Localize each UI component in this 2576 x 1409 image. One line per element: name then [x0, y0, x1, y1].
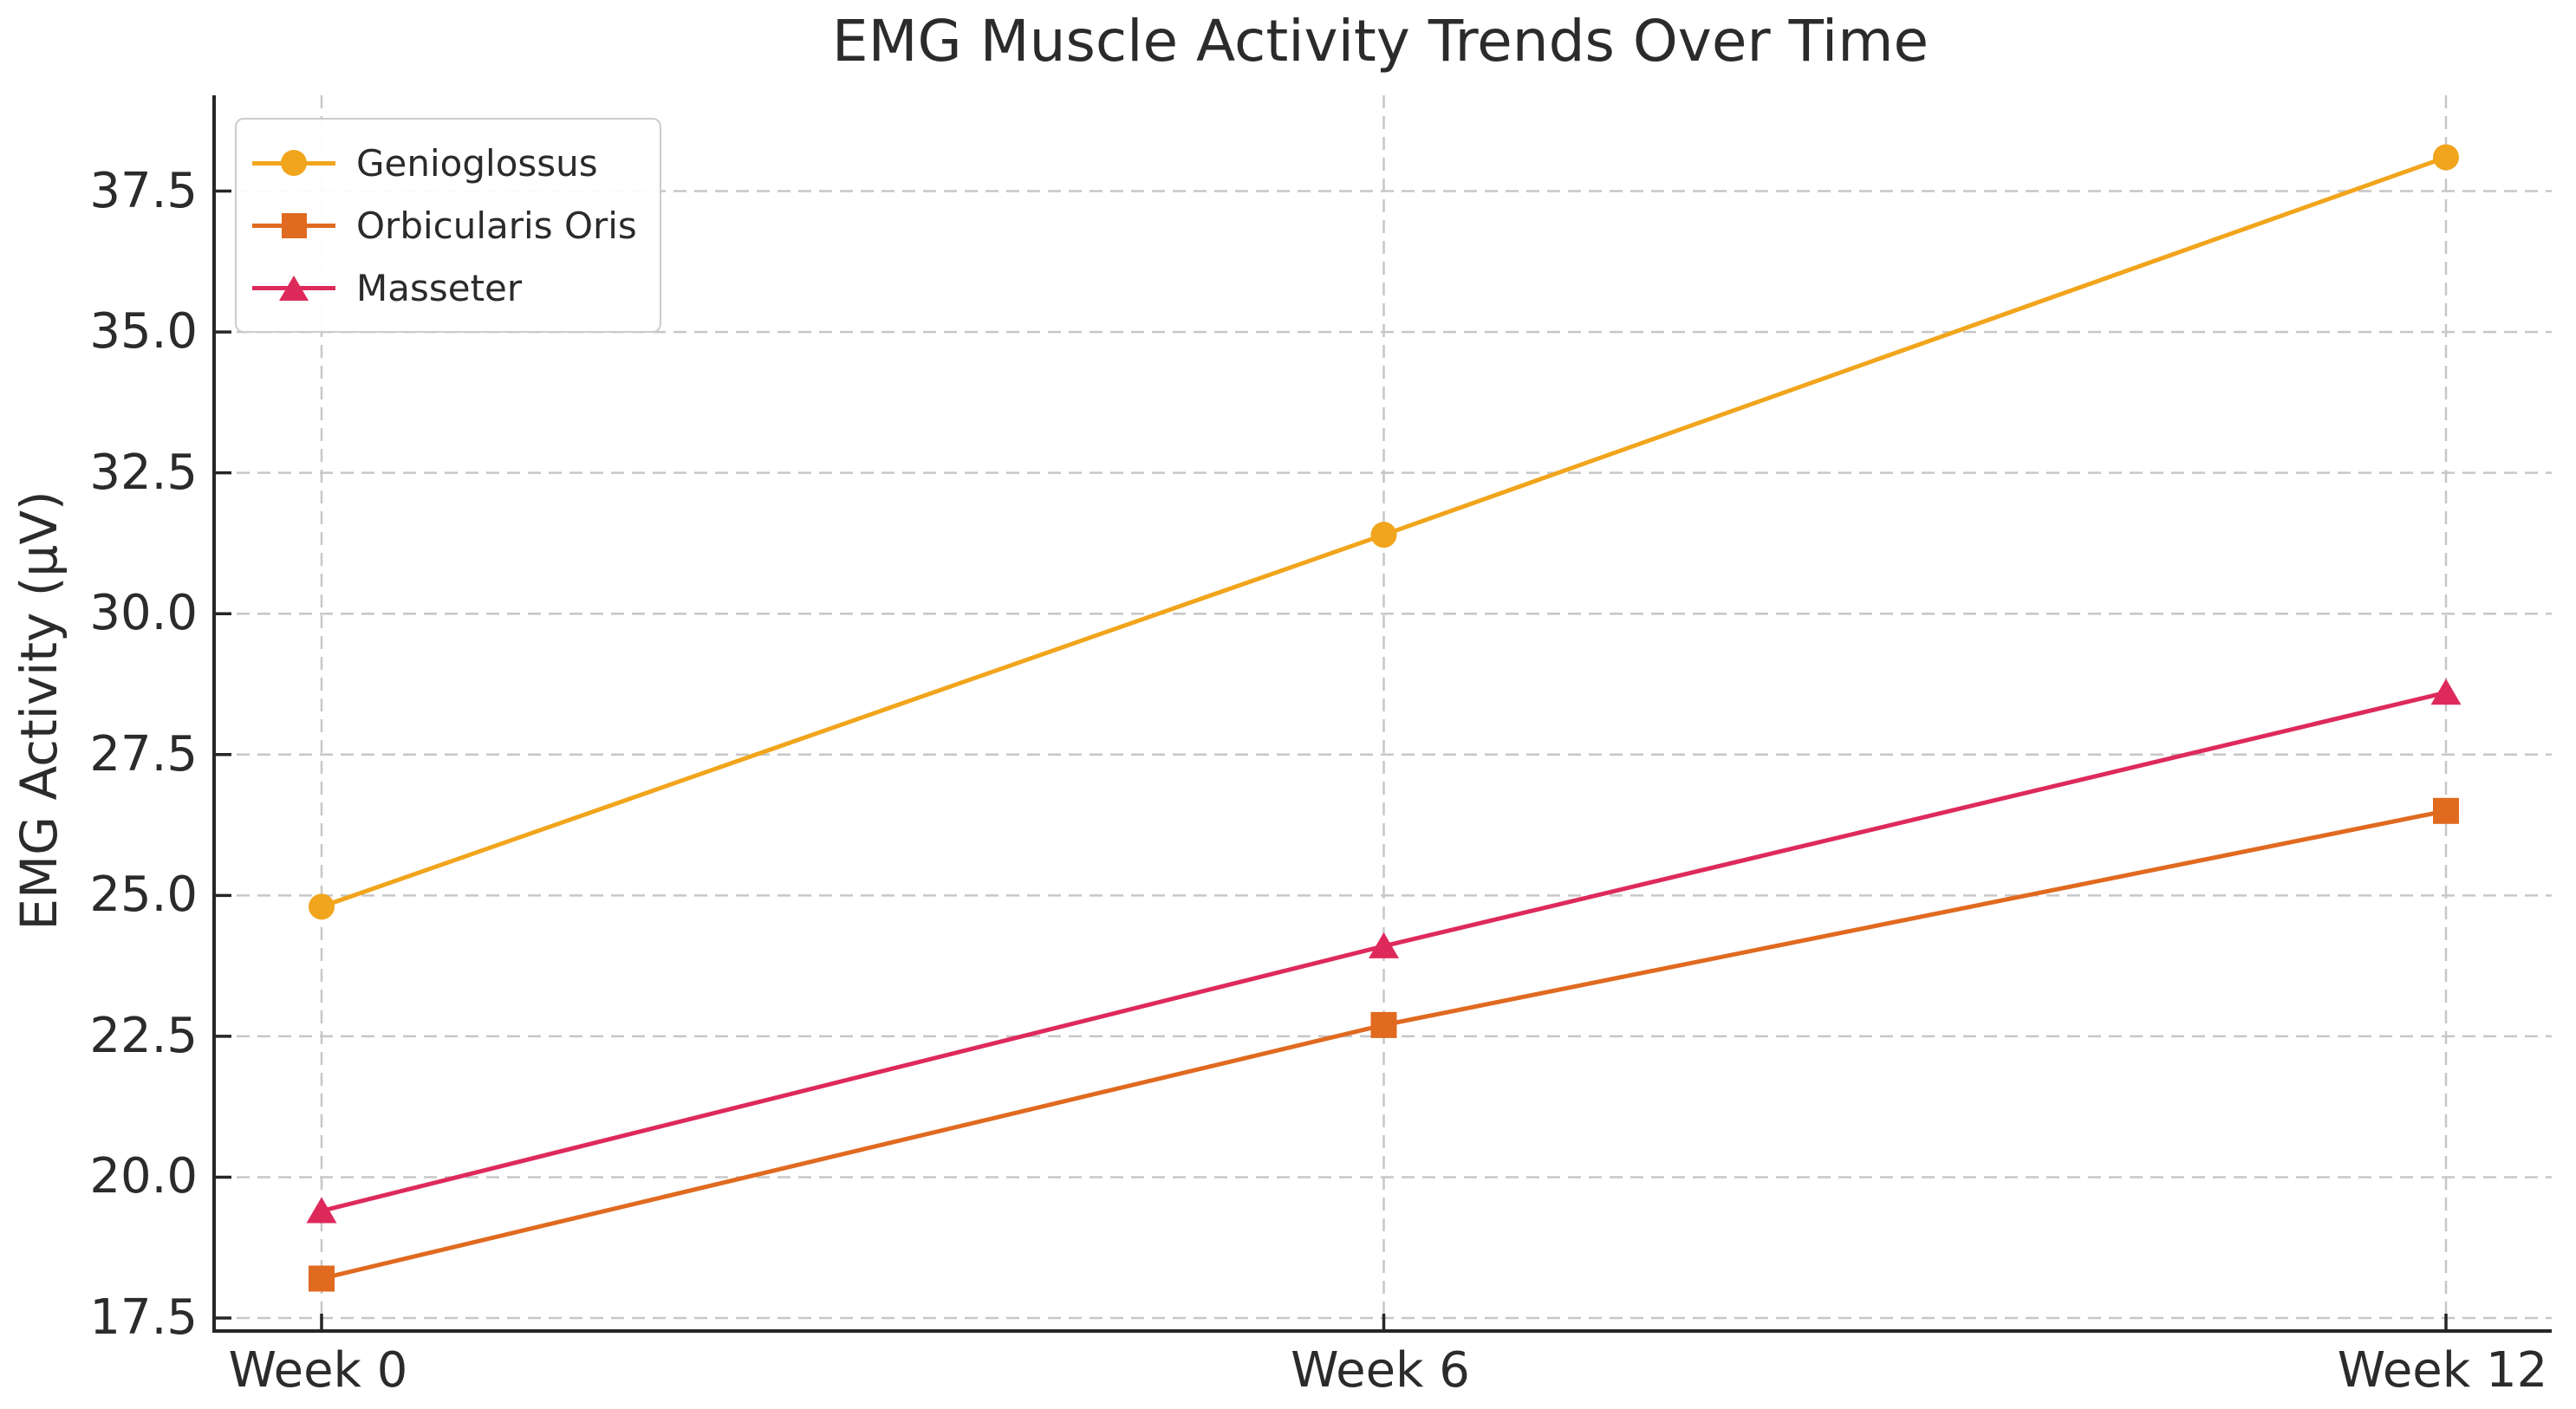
data-point-marker — [2430, 679, 2462, 705]
legend-item-masseter: Masseter — [252, 256, 637, 319]
legend-item-orbicularis-oris: Orbicularis Oris — [252, 194, 637, 256]
x-tick-label: Week 6 — [1291, 1342, 1470, 1399]
legend-swatch — [252, 270, 335, 305]
y-tick-label: 22.5 — [89, 1007, 198, 1064]
x-tick-label: Week 0 — [228, 1342, 408, 1399]
data-point-marker — [1370, 1011, 1397, 1038]
data-point-marker — [309, 893, 335, 920]
chart-title: EMG Muscle Activity Trends Over Time — [831, 8, 1929, 75]
data-point-marker — [1370, 522, 1397, 549]
legend-swatch — [252, 146, 335, 180]
plot-canvas — [216, 95, 2552, 1329]
legend-label: Orbicularis Oris — [356, 204, 637, 247]
legend-label: Genioglossus — [356, 141, 598, 185]
triangle-marker-icon — [279, 275, 309, 301]
circle-marker-icon — [281, 150, 307, 176]
legend: Genioglossus Orbicularis Oris Masseter — [235, 118, 661, 333]
legend-item-genioglossus: Genioglossus — [252, 132, 637, 194]
y-tick-label: 35.0 — [89, 303, 198, 360]
y-tick-label: 37.5 — [89, 162, 198, 219]
data-point-marker — [1369, 932, 1399, 958]
plot-area: Genioglossus Orbicularis Oris Masseter — [212, 95, 2552, 1333]
y-tick-label: 27.5 — [89, 725, 198, 782]
y-tick-label: 20.0 — [89, 1148, 198, 1205]
y-axis-label: EMG Activity (μV) — [10, 490, 68, 931]
data-point-marker — [306, 1197, 337, 1224]
data-point-marker — [309, 1265, 335, 1292]
y-tick-label: 32.5 — [89, 444, 198, 501]
data-point-marker — [2433, 144, 2459, 171]
y-tick-label: 17.5 — [89, 1289, 198, 1346]
x-tick-label: Week 12 — [2337, 1342, 2548, 1399]
legend-swatch — [252, 208, 335, 243]
y-tick-label: 25.0 — [89, 867, 198, 924]
square-marker-icon — [281, 212, 307, 238]
y-tick-label: 30.0 — [89, 585, 198, 642]
legend-label: Masseter — [356, 266, 523, 309]
data-point-marker — [2433, 797, 2459, 824]
